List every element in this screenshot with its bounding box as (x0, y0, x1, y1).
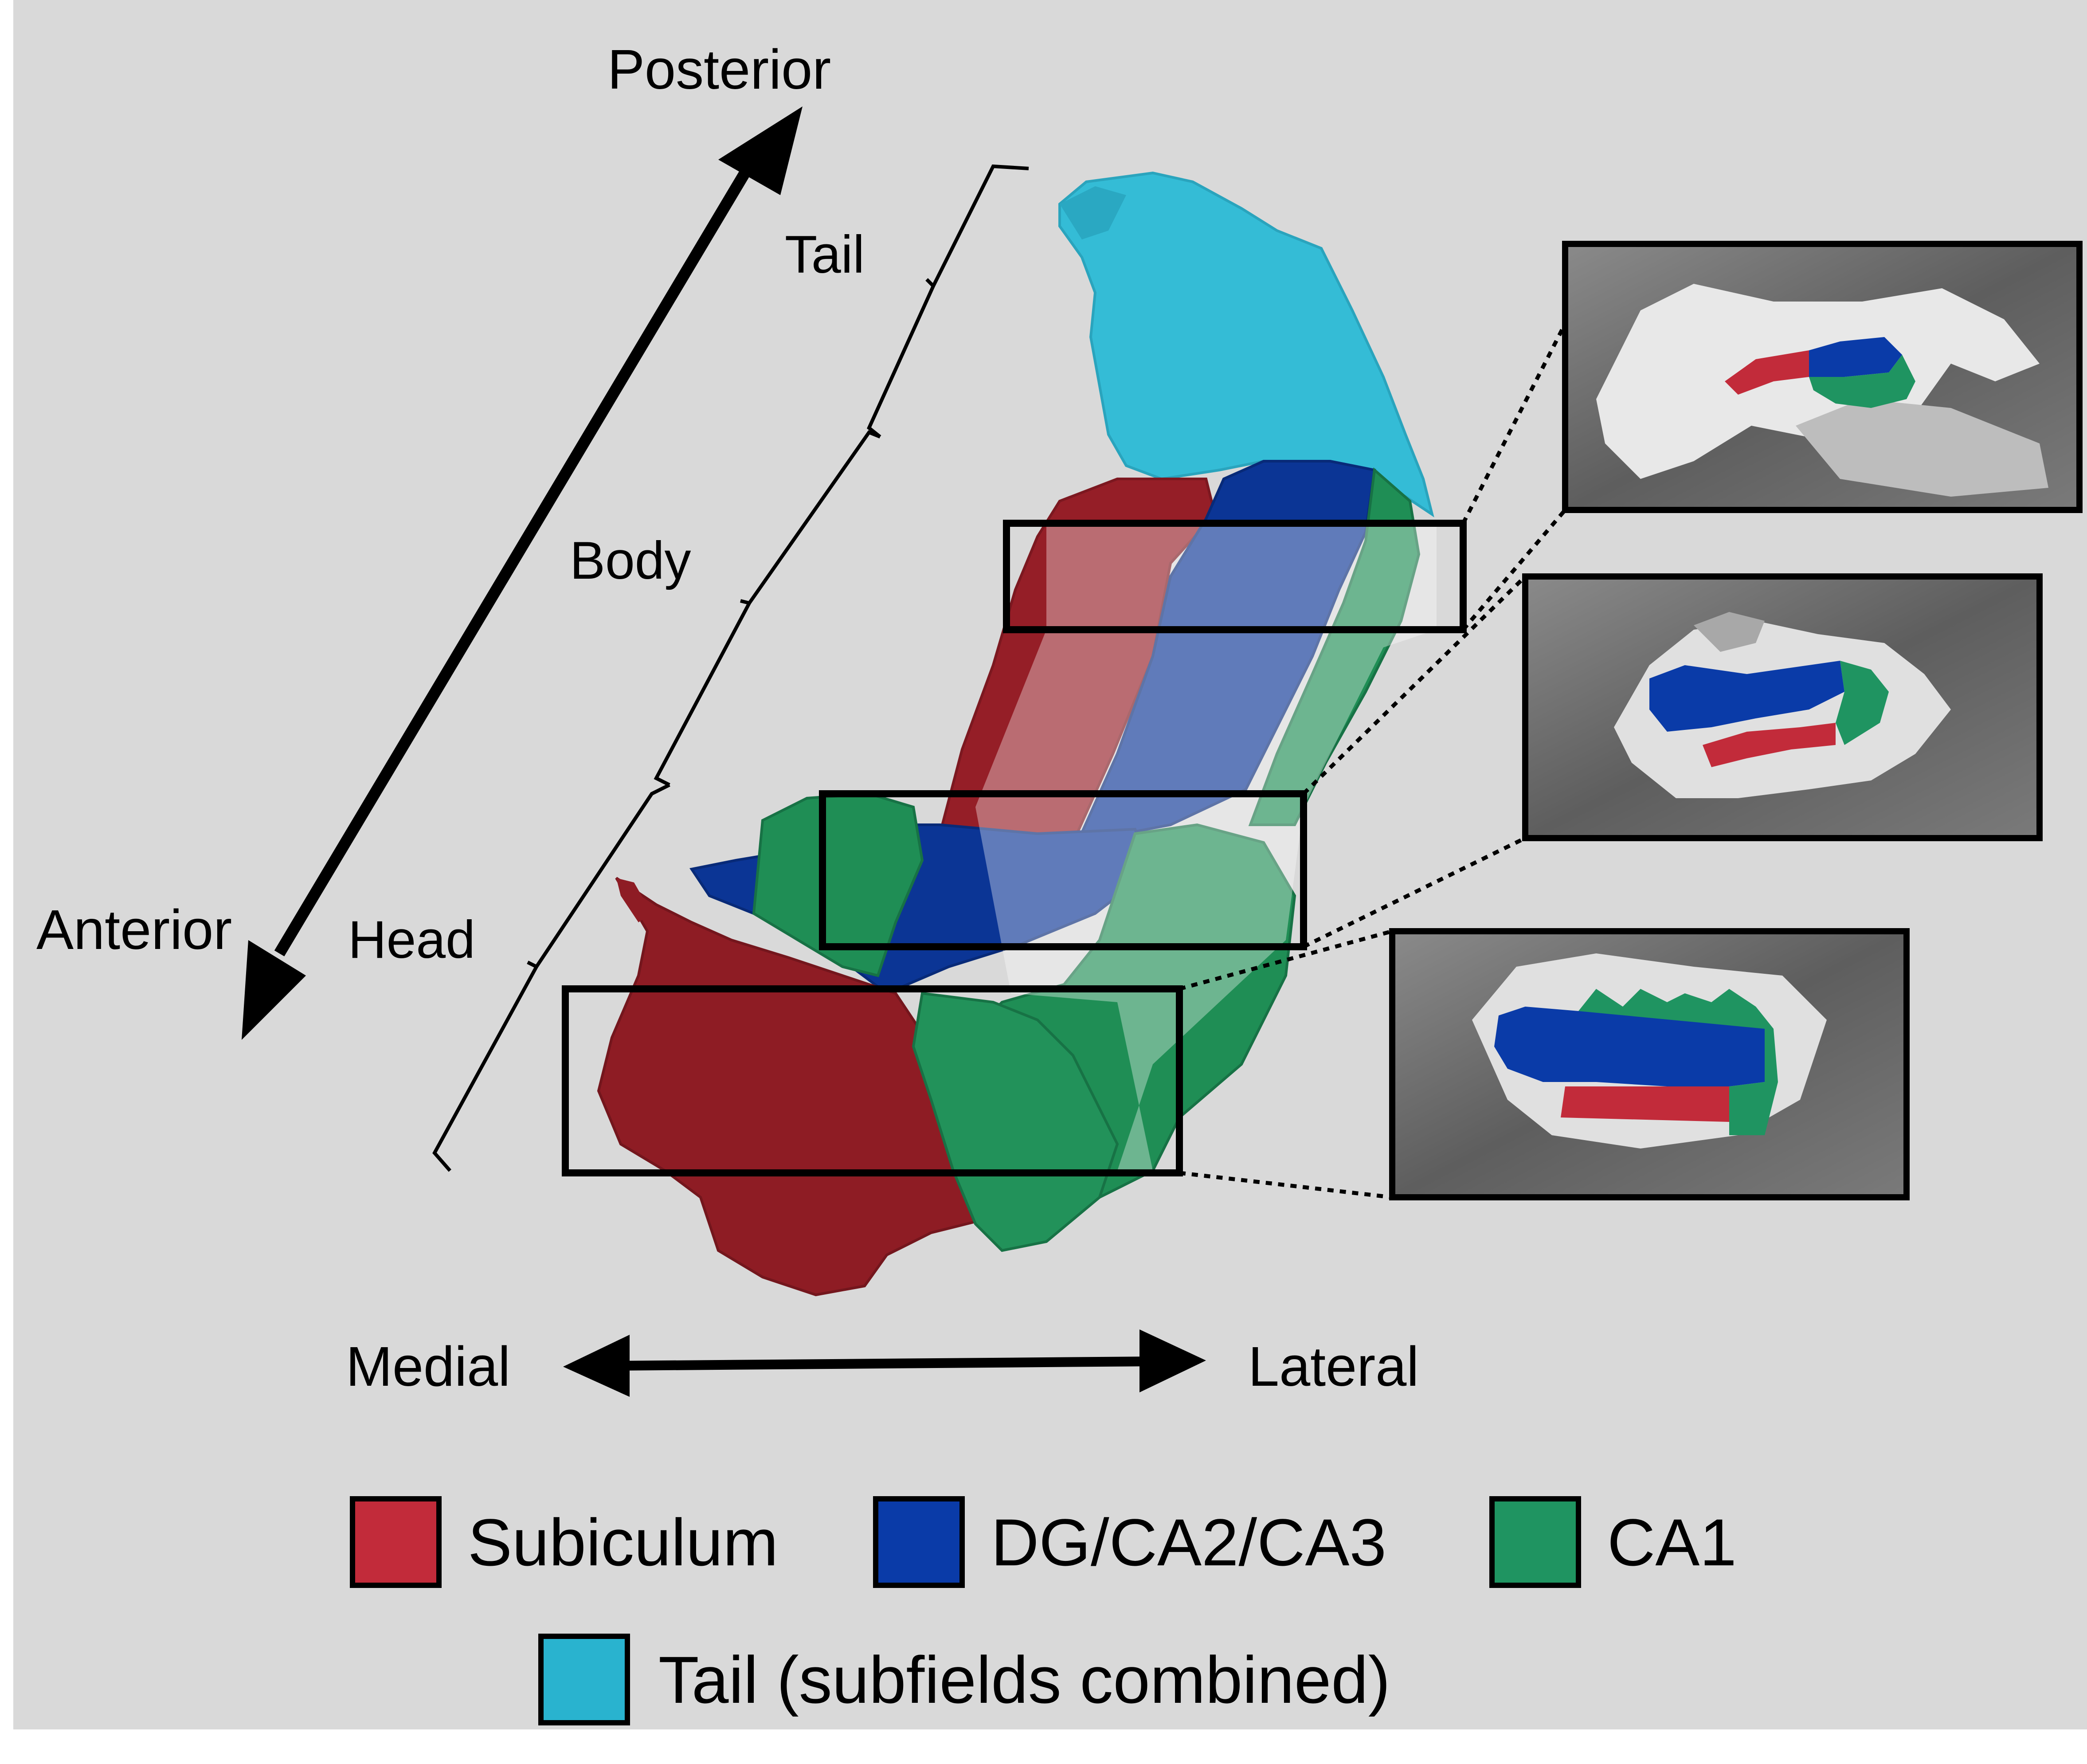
tail-region-label: Tail (785, 225, 865, 284)
body-dg-surface (1075, 460, 1376, 845)
anterior-label: Anterior (36, 898, 232, 961)
translucent-overlay (975, 523, 1437, 1171)
body-ca1-surface (1248, 467, 1421, 826)
legend-swatch-tail (538, 1634, 630, 1725)
legend-label-tail: Tail (subfields combined) (658, 1642, 1390, 1717)
body-region-label: Body (570, 531, 691, 590)
legend-item-dg-ca2-ca3: DG/CA2/CA3 (873, 1496, 1386, 1588)
legend-label-subiculum: Subiculum (468, 1505, 778, 1580)
slice-boxes (562, 520, 1467, 1176)
legend-swatch-dg-ca2-ca3 (873, 1496, 965, 1588)
legend-label-dg-ca2-ca3: DG/CA2/CA3 (991, 1505, 1386, 1580)
tail-fold (1060, 186, 1126, 239)
legend-item-tail: Tail (subfields combined) (538, 1634, 1390, 1725)
mri-inset-bottom (1389, 928, 1910, 1200)
leader-lines (1179, 322, 1567, 1200)
legend-item-ca1: CA1 (1489, 1496, 1737, 1588)
slice-box-lower-head (562, 985, 1183, 1176)
head-subiculum-tip (616, 878, 652, 922)
lateral-label: Lateral (1248, 1335, 1419, 1398)
medial-lateral-arrow (563, 1329, 1206, 1397)
anterior-posterior-arrow (242, 106, 803, 1040)
posterior-label: Posterior (607, 38, 831, 101)
head-region-label: Head (348, 910, 475, 969)
hippocampus-3d-model (597, 171, 1437, 1297)
legend-label-ca1: CA1 (1607, 1505, 1737, 1580)
slice-box-upper-head (819, 790, 1307, 950)
mri-inset-middle (1522, 573, 2043, 841)
head-subiculum-surface (597, 877, 1039, 1297)
legend-swatch-ca1 (1489, 1496, 1581, 1588)
medial-label: Medial (346, 1335, 510, 1398)
legend: Subiculum DG/CA2/CA3 CA1 Tail (subfields… (350, 1496, 1737, 1725)
legend-item-subiculum: Subiculum (350, 1496, 778, 1588)
region-brackets (432, 164, 1029, 1172)
slice-box-body (1003, 520, 1467, 633)
legend-swatch-subiculum (350, 1496, 442, 1588)
head-ca1-band-surface (912, 992, 1119, 1252)
mri-inset-top (1562, 241, 2083, 513)
